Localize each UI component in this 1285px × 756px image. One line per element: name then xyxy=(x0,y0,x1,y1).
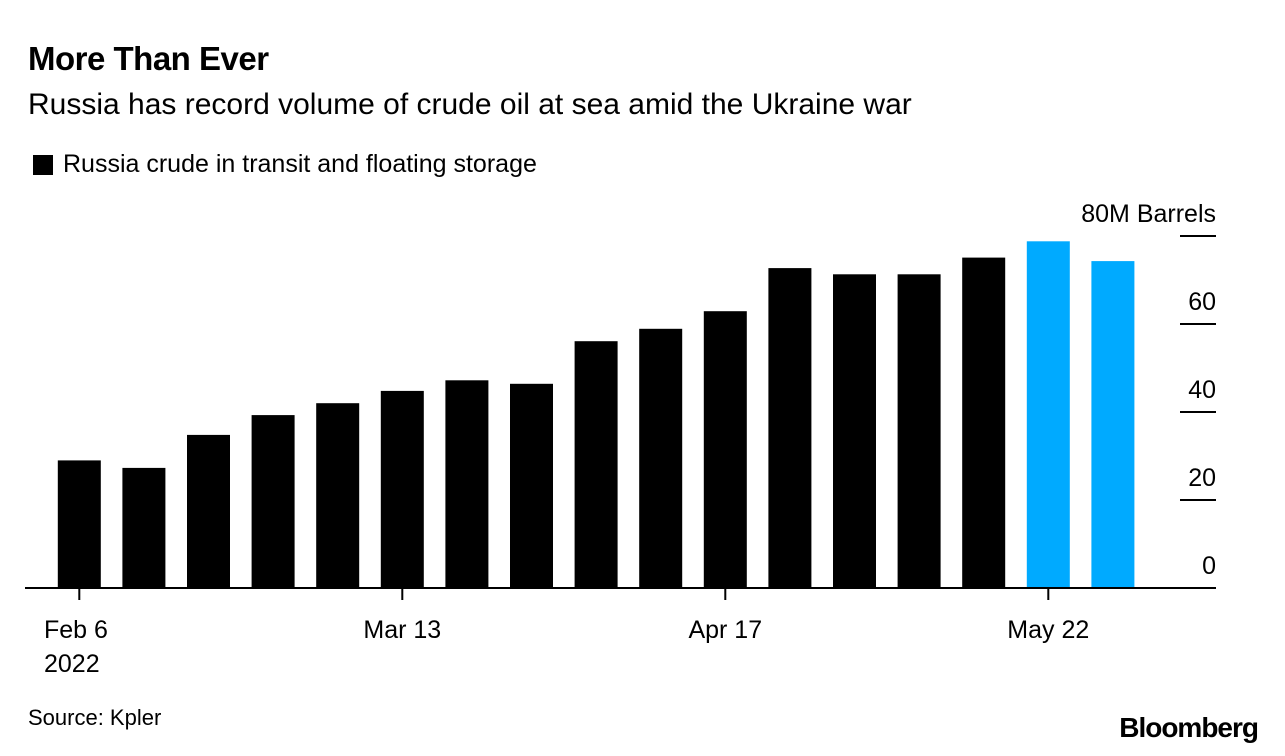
y-tick-label: 20 xyxy=(1188,464,1216,492)
y-tick-label: 40 xyxy=(1188,376,1216,404)
bar xyxy=(1026,241,1070,589)
bar-chart: 0 20 40 60 80M Barrels Feb 6 2022 Mar 13 Apr 17 M… xyxy=(25,200,1216,678)
y-tick-label: 80M Barrels xyxy=(1081,200,1216,228)
bloomberg-logo: Bloomberg xyxy=(1119,712,1259,743)
x-tick-label: Mar 13 xyxy=(363,616,441,644)
bar xyxy=(57,460,101,588)
bar xyxy=(574,341,618,588)
chart-subtitle: Russia has record volume of crude oil at… xyxy=(28,88,912,121)
y-tick-label: 60 xyxy=(1188,288,1216,316)
bar xyxy=(962,257,1006,588)
x-tick-label: Apr 17 xyxy=(688,616,762,644)
bar xyxy=(316,403,360,588)
bar xyxy=(380,390,424,588)
bar xyxy=(251,415,295,588)
bar xyxy=(510,383,553,588)
source-note: Source: Kpler xyxy=(28,705,162,730)
bar xyxy=(1091,261,1135,588)
bar xyxy=(445,380,489,588)
bar xyxy=(703,311,747,588)
bar xyxy=(833,274,876,588)
legend: Russia crude in transit and floating sto… xyxy=(33,150,537,179)
chart-title: More Than Ever xyxy=(28,40,269,77)
bar xyxy=(768,268,812,588)
bar xyxy=(187,434,230,588)
x-tick-sublabel: 2022 xyxy=(44,650,100,678)
x-tick-label: May 22 xyxy=(1007,616,1089,644)
x-tick-label: Feb 6 xyxy=(44,616,108,644)
bar xyxy=(122,467,166,588)
y-tick-label: 0 xyxy=(1202,552,1216,580)
bar xyxy=(897,274,941,588)
legend-swatch xyxy=(33,154,53,175)
legend-label: Russia crude in transit and floating sto… xyxy=(63,150,537,178)
bar xyxy=(639,328,683,588)
